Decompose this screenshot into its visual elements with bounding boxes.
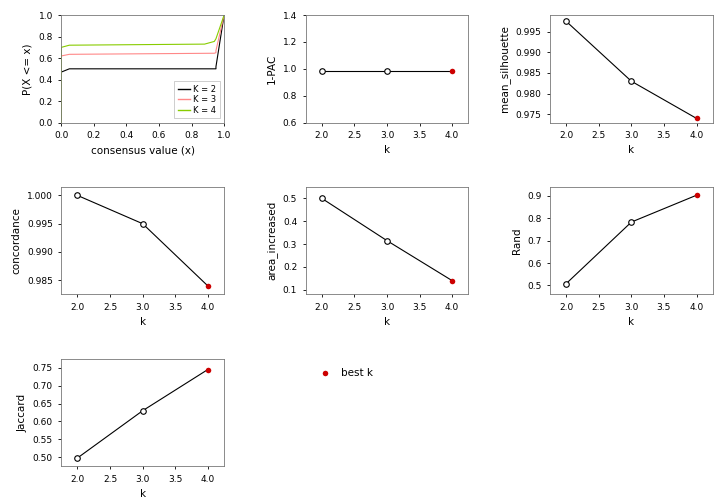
- X-axis label: k: k: [629, 146, 634, 155]
- X-axis label: k: k: [384, 146, 390, 155]
- Y-axis label: mean_silhouette: mean_silhouette: [499, 25, 510, 112]
- Legend: K = 2, K = 3, K = 4: K = 2, K = 3, K = 4: [174, 81, 220, 118]
- Y-axis label: 1-PAC: 1-PAC: [267, 53, 277, 84]
- Y-axis label: area_increased: area_increased: [266, 201, 277, 280]
- X-axis label: k: k: [140, 489, 145, 499]
- X-axis label: k: k: [629, 317, 634, 327]
- Y-axis label: Jaccard: Jaccard: [17, 394, 27, 431]
- Legend: best k: best k: [311, 364, 377, 383]
- Y-axis label: Rand: Rand: [512, 227, 521, 254]
- Y-axis label: P(X <= x): P(X <= x): [23, 43, 33, 95]
- X-axis label: consensus value (x): consensus value (x): [91, 146, 194, 155]
- X-axis label: k: k: [140, 317, 145, 327]
- Y-axis label: concordance: concordance: [12, 207, 22, 274]
- X-axis label: k: k: [384, 317, 390, 327]
